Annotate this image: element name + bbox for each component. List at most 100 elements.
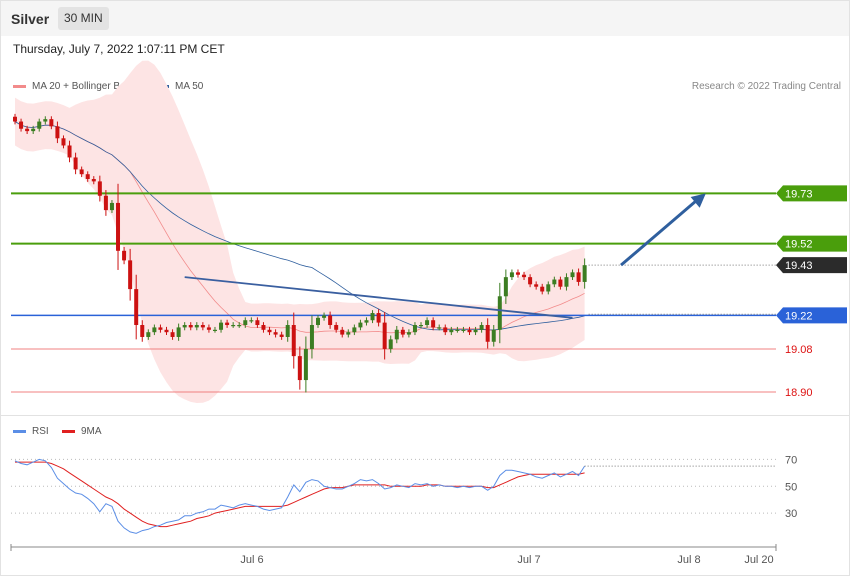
candle (340, 326, 345, 338)
candle-body (515, 272, 520, 275)
candle-body (128, 260, 133, 290)
candle (128, 248, 133, 301)
candle (497, 282, 502, 344)
instrument-title: Silver (11, 11, 50, 27)
candle (503, 269, 508, 304)
candle (103, 190, 108, 216)
candle-body (25, 128, 30, 132)
candle (522, 271, 527, 281)
candle-body (255, 320, 260, 326)
candle (437, 324, 442, 331)
candle (13, 113, 17, 125)
candle (455, 326, 460, 333)
candle (570, 269, 575, 281)
candle (182, 322, 187, 331)
rsi-tick-label: 70 (785, 454, 797, 466)
candle-body (425, 320, 430, 326)
candle-body (322, 315, 327, 318)
candle-body (146, 332, 151, 337)
candle-body (443, 327, 448, 333)
candle-body (352, 327, 357, 333)
candle-body (85, 174, 90, 179)
candle (461, 326, 466, 333)
candle-body (79, 169, 84, 175)
level-label-support: 18.90 (785, 387, 813, 399)
candle-body (582, 265, 587, 282)
candle-body (285, 325, 290, 337)
x-axis-label: Jul 20 (744, 554, 773, 566)
candle (322, 312, 327, 321)
candle-body (558, 279, 563, 287)
bollinger-band (15, 60, 585, 403)
ma20-swatch (13, 85, 26, 88)
candle (431, 317, 436, 331)
candle (546, 281, 551, 295)
candle-body (431, 320, 436, 328)
candle-body (261, 325, 266, 330)
forecast-arrow (620, 198, 699, 267)
candle-body (522, 274, 527, 278)
candle (443, 324, 448, 336)
level-label-last: 19.43 (785, 260, 813, 272)
level-label-pivot: 19.22 (785, 310, 813, 322)
rsi-tick-label: 30 (785, 508, 797, 520)
candle (425, 317, 430, 328)
x-axis-label: Jul 8 (677, 554, 700, 566)
candle-body (134, 289, 139, 326)
candle (370, 310, 375, 324)
candle (364, 317, 369, 326)
candle-body (55, 126, 60, 139)
candle (479, 322, 484, 333)
candle (334, 322, 339, 333)
candle (291, 312, 296, 369)
candle (400, 326, 405, 338)
candle (200, 322, 205, 331)
credit-text: Research © 2022 Trading Central (691, 81, 841, 92)
candle (225, 319, 230, 328)
legend-ma20-label: MA 20 + Bollinger Bands (32, 81, 142, 92)
candle-body (388, 339, 393, 349)
candle-body (503, 277, 508, 297)
candle-body (437, 327, 442, 329)
candle (231, 322, 236, 328)
candle (164, 326, 169, 336)
candle (303, 336, 308, 393)
candle-body (116, 202, 121, 251)
candle (37, 118, 42, 132)
candle-body (182, 325, 187, 328)
candle-body (412, 325, 417, 333)
candle (31, 125, 36, 134)
candle (97, 175, 102, 202)
level-label-resistance: 19.52 (785, 239, 813, 251)
candle (134, 274, 139, 340)
candle (449, 326, 454, 336)
candle-body (206, 327, 211, 330)
candle (152, 324, 157, 336)
timeframe-button[interactable]: 30 MIN (58, 7, 109, 30)
candle-body (509, 272, 514, 278)
candle-body (152, 327, 157, 333)
candle (109, 200, 114, 213)
candle-body (19, 121, 24, 129)
candle-body (170, 332, 175, 337)
candle-body (467, 329, 472, 333)
candle-body (334, 325, 339, 330)
candle-body (461, 329, 466, 331)
candle-body (194, 325, 199, 328)
ma9-swatch (62, 430, 75, 433)
legend-9ma: 9MA (62, 426, 102, 437)
candle-body (546, 284, 551, 292)
candle (406, 329, 411, 338)
candle (255, 317, 260, 328)
candle (328, 311, 333, 329)
trendline (184, 276, 573, 319)
candle-body (158, 327, 163, 330)
candle (382, 312, 387, 360)
level-tag-last (776, 257, 847, 274)
candle (116, 183, 121, 270)
level-label-resistance: 19.73 (785, 188, 813, 200)
legend-ma20: MA 20 + Bollinger Bands (13, 81, 142, 92)
candle-body (534, 284, 539, 287)
candle (346, 329, 351, 338)
candle (388, 335, 393, 353)
